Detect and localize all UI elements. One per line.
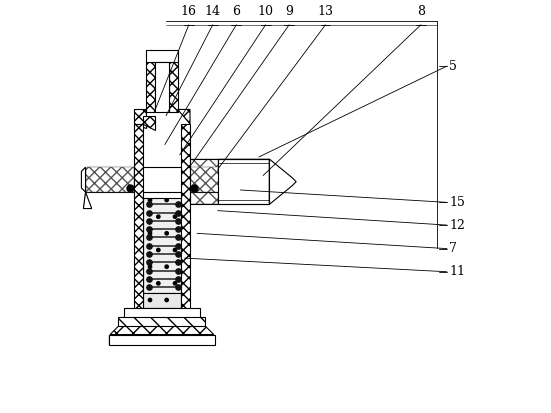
Polygon shape xyxy=(109,335,215,345)
Text: 13: 13 xyxy=(317,5,333,18)
Text: 5: 5 xyxy=(449,59,457,73)
Bar xyxy=(146,50,177,62)
Bar xyxy=(85,167,267,192)
Polygon shape xyxy=(134,124,143,322)
Text: 9: 9 xyxy=(285,5,293,18)
Bar xyxy=(123,308,201,318)
Bar xyxy=(143,198,181,293)
Text: 14: 14 xyxy=(205,5,221,18)
Text: 16: 16 xyxy=(181,5,197,18)
Text: 15: 15 xyxy=(449,196,465,209)
Polygon shape xyxy=(177,109,190,124)
Text: 7: 7 xyxy=(449,242,457,255)
Polygon shape xyxy=(146,62,155,112)
Polygon shape xyxy=(82,167,85,192)
Polygon shape xyxy=(181,124,190,322)
Bar xyxy=(218,159,269,204)
Bar xyxy=(109,335,215,345)
Polygon shape xyxy=(85,167,134,192)
Text: 6: 6 xyxy=(233,5,240,18)
Bar xyxy=(155,62,169,112)
Polygon shape xyxy=(143,116,155,130)
Polygon shape xyxy=(190,167,267,192)
Polygon shape xyxy=(134,109,146,128)
Polygon shape xyxy=(190,159,269,204)
Polygon shape xyxy=(169,62,177,112)
Text: 10: 10 xyxy=(257,5,274,18)
Polygon shape xyxy=(218,159,269,204)
Text: 11: 11 xyxy=(449,265,465,278)
Polygon shape xyxy=(82,167,85,192)
Bar xyxy=(143,293,181,308)
Text: 12: 12 xyxy=(449,218,465,232)
Bar xyxy=(118,317,206,326)
Polygon shape xyxy=(269,159,296,204)
Polygon shape xyxy=(83,192,91,209)
Polygon shape xyxy=(83,192,91,209)
Polygon shape xyxy=(110,326,214,335)
Text: 8: 8 xyxy=(417,5,425,18)
